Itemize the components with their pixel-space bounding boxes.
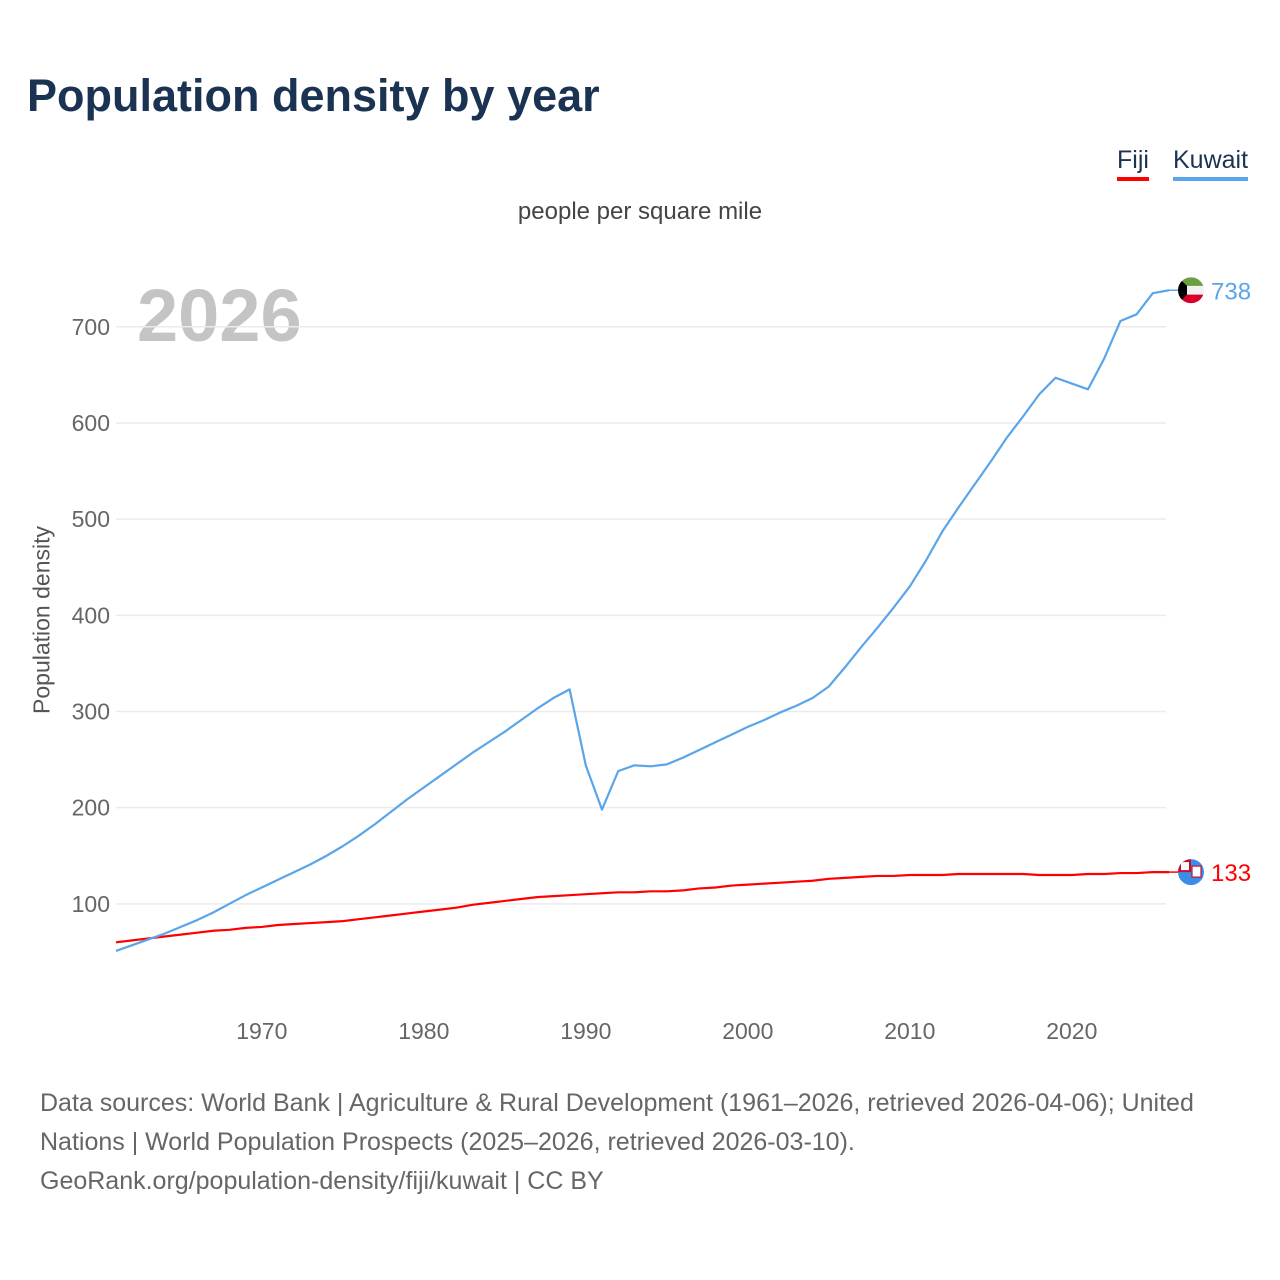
footer: Data sources: World Bank | Agriculture &… xyxy=(40,1084,1250,1201)
x-tick-label: 1990 xyxy=(560,1018,611,1044)
source-link[interactable]: GeoRank.org/population-density/fiji/kuwa… xyxy=(40,1167,604,1195)
end-label-kuwait: 738 xyxy=(1211,278,1251,305)
legend-item-fiji[interactable]: Fiji xyxy=(1117,146,1149,181)
series-line-fiji[interactable] xyxy=(115,870,1169,944)
chart-title: Population density by year xyxy=(27,70,600,121)
legend-item-kuwait[interactable]: Kuwait xyxy=(1173,146,1249,181)
year-watermark: 2026 xyxy=(137,274,302,357)
x-tick-label: 1970 xyxy=(236,1018,287,1044)
series-line-kuwait[interactable] xyxy=(115,289,1170,952)
y-tick-label: 600 xyxy=(72,410,110,436)
x-tick-label: 2020 xyxy=(1046,1018,1097,1044)
kuwait-flag-icon xyxy=(1178,277,1204,304)
y-tick-label: 300 xyxy=(72,698,110,724)
y-tick-label: 200 xyxy=(72,795,110,821)
fiji-flag-icon xyxy=(1178,859,1204,886)
x-tick-label: 1980 xyxy=(398,1018,449,1044)
y-tick-label: 500 xyxy=(72,506,110,532)
y-tick-label: 700 xyxy=(72,314,110,340)
x-tick-label: 2010 xyxy=(884,1018,935,1044)
y-tick-label: 100 xyxy=(72,891,110,917)
x-tick-label: 2000 xyxy=(722,1018,773,1044)
end-label-fiji: 133 xyxy=(1211,860,1251,887)
y-tick-label: 400 xyxy=(72,602,110,628)
chart-subtitle: people per square mile xyxy=(517,198,763,225)
data-sources: Data sources: World Bank | Agriculture &… xyxy=(40,1089,1194,1156)
